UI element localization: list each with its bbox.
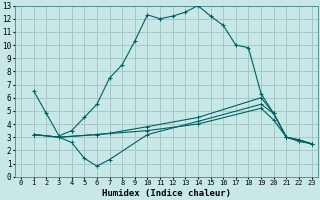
X-axis label: Humidex (Indice chaleur): Humidex (Indice chaleur) <box>102 189 231 198</box>
